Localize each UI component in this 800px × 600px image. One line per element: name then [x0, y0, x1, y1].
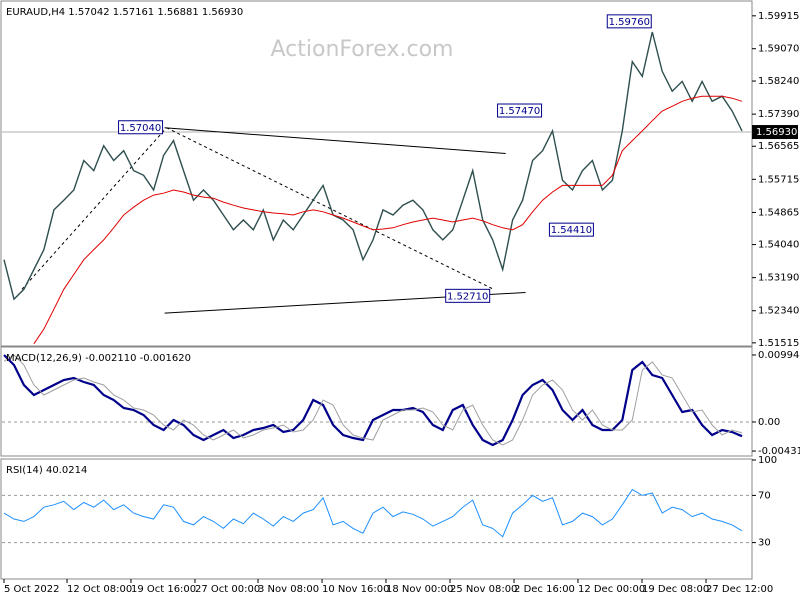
y-tick-label: 1.52340: [758, 306, 799, 317]
y-tick-label: -0.004313: [758, 446, 800, 457]
y-tick-label: 1.59070: [758, 44, 799, 55]
x-tick-label: 2 Dec 16:00: [514, 584, 575, 595]
trendline: [21, 127, 167, 290]
x-tick-label: 12 Oct 08:00: [67, 584, 132, 595]
trendline: [164, 127, 506, 154]
annotation-label: 1.59760: [609, 17, 650, 28]
panel-frame: [0, 0, 753, 347]
y-tick-label: 1.56565: [758, 141, 799, 152]
x-tick-label: 5 Oct 2022: [4, 584, 59, 595]
panel-title: RSI(14) 40.0214: [6, 465, 87, 476]
y-tick-label: 0.009944: [758, 350, 800, 361]
x-tick-label: 19 Dec 08:00: [642, 584, 709, 595]
y-tick-label: 1.51515: [758, 338, 799, 349]
y-tick-label: 0.00: [758, 417, 780, 428]
annotation-label: 1.52710: [447, 291, 488, 302]
annotation-box: [606, 14, 652, 29]
series-line: [33, 95, 743, 345]
y-tick-label: 1.54865: [758, 207, 799, 218]
x-tick-label: 27 Dec 12:00: [706, 584, 773, 595]
y-tick-label: 1.53190: [758, 273, 799, 284]
x-tick-label: 10 Nov 16:00: [322, 584, 389, 595]
x-tick-label: 3 Nov 08:00: [258, 584, 319, 595]
annotation-label: 1.57470: [499, 106, 540, 117]
x-tick-label: 19 Oct 16:00: [131, 584, 196, 595]
annotation-label: 1.57040: [120, 123, 161, 134]
y-tick-label: 1.57390: [758, 109, 799, 120]
series-line: [3, 354, 743, 446]
y-tick-label: 1.54040: [758, 240, 799, 251]
y-tick-label: 1.58240: [758, 76, 799, 87]
y-tick-label: 1.59915: [758, 11, 799, 22]
annotation-box: [445, 288, 491, 303]
annotation-box: [118, 120, 164, 135]
y-tick-label: 30: [758, 538, 771, 549]
panel-title: MACD(12,26,9) -0.002110 -0.001620: [6, 353, 191, 364]
series-line: [3, 488, 743, 538]
annotation-box: [497, 103, 543, 118]
x-tick-label: 12 Dec 00:00: [578, 584, 645, 595]
series-line: [3, 31, 743, 301]
panel-frame: [0, 458, 753, 580]
trendline: [166, 127, 494, 290]
x-tick-label: 25 Nov 08:00: [450, 584, 517, 595]
x-tick-label: 27 Oct 00:00: [195, 584, 260, 595]
y-tick-label: 1.55715: [758, 174, 799, 185]
watermark: ActionForex.com: [271, 37, 454, 62]
y-tick-label: 70: [758, 490, 771, 501]
annotation-label: 1.54410: [551, 225, 592, 236]
series-line: [3, 354, 743, 447]
panel-frame: [0, 346, 753, 457]
y-tick-label: 100: [758, 455, 777, 466]
annotation-box: [548, 222, 594, 237]
x-tick-label: 18 Nov 00:00: [386, 584, 453, 595]
current-price-label: 1.56930: [756, 127, 797, 138]
panel-title: EURAUD,H4 1.57042 1.57161 1.56881 1.5693…: [6, 7, 243, 18]
current-price-box: [752, 125, 798, 140]
